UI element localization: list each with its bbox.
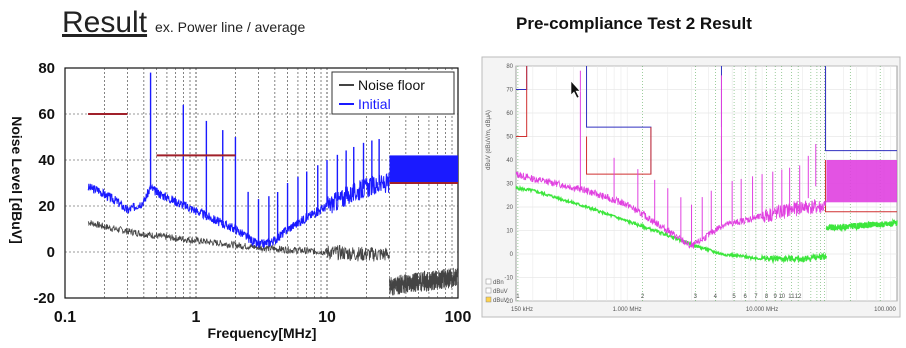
right-y-tick-label: 40 [506, 158, 513, 164]
left-chart: 80 60 40 20 0 -20 0.1 1 10 100 Frequency[MHz] Noi… [9, 60, 471, 341]
left-x-tick-label: 100 [445, 309, 472, 326]
right-marker-number: 2 [641, 294, 645, 300]
left-x-tick-label: 10 [318, 309, 336, 326]
right-limit-blue [824, 66, 897, 152]
checkbox-label-dbuv-1: dBuV [493, 289, 508, 295]
left-title-block: Result ex. Power line / average [62, 6, 305, 40]
right-ticks: 80 70 60 50 40 30 20 10 0 -10 -20 150 kHz 1.000 MHz 1… [504, 64, 896, 313]
left-subtitle: ex. Power line / average [155, 19, 306, 35]
left-title: Result [62, 6, 148, 39]
right-series-floor [825, 217, 898, 233]
left-y-tick-label: 20 [38, 198, 55, 215]
right-marker-number: 5 [732, 294, 736, 300]
series-noise-floor-line [389, 267, 459, 296]
left-legend: Noise floor Initial [331, 71, 455, 115]
series-noise-floor-line [87, 220, 390, 262]
right-marker-number: 11 [788, 294, 795, 300]
right-y-tick-label: 10 [506, 229, 513, 235]
right-y-tick-label: -20 [504, 299, 513, 305]
right-chart: 80 70 60 50 40 30 20 10 0 -10 -20 150 kHz 1.000 MHz 1… [481, 56, 901, 318]
right-y-tick-label: 70 [506, 88, 513, 94]
right-series-trace [515, 171, 827, 250]
right-limit-red [516, 66, 528, 137]
right-series [515, 66, 898, 265]
left-grid [65, 68, 458, 298]
mouse-cursor-icon [570, 80, 581, 99]
right-x-tick-label: 1.000 MHz [613, 307, 642, 313]
checkbox-dbn[interactable] [485, 278, 492, 285]
right-marker-number: 9 [773, 294, 777, 300]
right-marker-number: 1 [516, 294, 520, 300]
left-y-axis-title: Noise Level [dBuV] [9, 116, 25, 244]
checkbox-label-dbuv-2: dBuV [493, 298, 508, 304]
legend-box [331, 71, 455, 115]
right-limit-red [586, 127, 652, 175]
left-y-tick-label: 0 [47, 244, 55, 261]
right-title: Pre-compliance Test 2 Result [516, 14, 752, 33]
right-marker-number: 3 [694, 294, 698, 300]
checkbox-label-dbn: dBn [493, 280, 504, 286]
left-x-tick-label: 0.1 [54, 309, 76, 326]
left-y-tick-label: 80 [38, 60, 55, 77]
right-y-tick-label: 30 [506, 182, 513, 188]
right-x-tick-label: 100.000 [874, 307, 896, 313]
series-initial-line [87, 172, 390, 248]
legend-label-noise-floor: Noise floor [358, 77, 425, 93]
right-y-axis-title: dBuV (dBuV/m, dBμA) [486, 110, 492, 170]
left-y-tick-label: 40 [38, 152, 55, 169]
right-y-tick-label: -10 [504, 276, 513, 282]
right-y-tick-label: 60 [506, 111, 513, 117]
right-x-tick-label: 10.000 MHz [746, 307, 778, 313]
left-ticks: 80 60 40 20 0 -20 0.1 1 10 100 [33, 60, 471, 326]
right-marker-number: 4 [714, 294, 718, 300]
right-y-tick-label: 0 [510, 252, 514, 258]
right-marker-number: 10 [778, 294, 785, 300]
right-marker-number: 6 [744, 294, 748, 300]
checkbox-dbuv-2[interactable] [485, 296, 492, 303]
left-x-axis-title: Frequency[MHz] [208, 325, 317, 341]
legend-label-initial: Initial [358, 96, 391, 112]
left-x-tick-label: 1 [192, 309, 201, 326]
right-y-tick-label: 20 [506, 205, 513, 211]
right-series-band [826, 160, 897, 203]
left-y-tick-label: 60 [38, 106, 55, 123]
right-checkboxes: dBn dBuV dBuV [485, 278, 508, 304]
right-marker-number: 7 [754, 294, 758, 300]
right-limit-red [824, 160, 897, 213]
left-y-tick-label: -20 [33, 290, 55, 307]
right-marker-number: 8 [765, 294, 769, 300]
left-series [87, 72, 459, 296]
right-y-tick-label: 80 [506, 64, 513, 70]
right-series-floor [515, 184, 827, 265]
series-initial-band [389, 155, 458, 183]
right-marker-number: 12 [795, 294, 802, 300]
checkbox-dbuv-1[interactable] [485, 287, 492, 294]
right-x-tick-label: 150 kHz [511, 307, 533, 313]
right-y-tick-label: 50 [506, 135, 513, 141]
